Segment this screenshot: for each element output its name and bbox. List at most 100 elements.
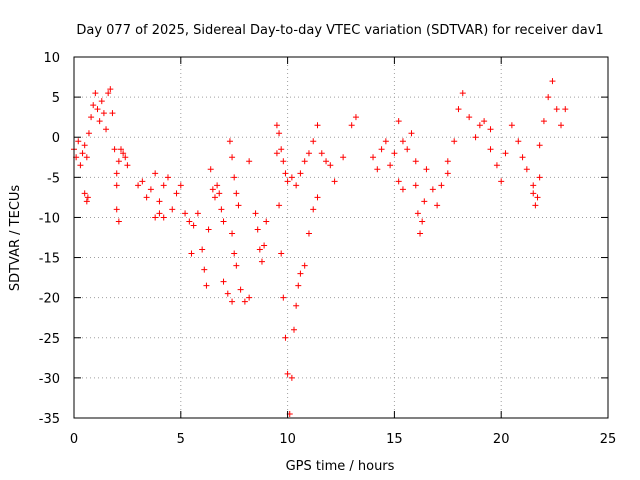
data-point xyxy=(438,182,445,189)
data-point xyxy=(96,118,103,125)
data-point xyxy=(530,190,537,197)
x-tick-label: 10 xyxy=(279,432,296,447)
data-point xyxy=(278,146,285,153)
data-point xyxy=(327,162,334,169)
data-point xyxy=(256,246,263,253)
data-point xyxy=(229,154,236,161)
data-point xyxy=(147,186,154,193)
data-point xyxy=(233,262,240,269)
data-point xyxy=(419,218,426,225)
data-point xyxy=(152,170,159,177)
data-point xyxy=(83,154,90,161)
data-point xyxy=(536,174,543,181)
data-point xyxy=(523,166,530,173)
data-point xyxy=(293,182,300,189)
y-tick-label: -10 xyxy=(39,211,60,226)
data-point xyxy=(391,150,398,157)
data-point xyxy=(414,210,421,217)
x-tick-label: 0 xyxy=(70,432,78,447)
data-point xyxy=(301,158,308,165)
data-point xyxy=(545,94,552,101)
data-point xyxy=(205,226,212,233)
data-point xyxy=(412,182,419,189)
data-point xyxy=(152,214,159,221)
data-point xyxy=(109,110,116,117)
data-point xyxy=(404,146,411,153)
data-point xyxy=(553,106,560,113)
data-point xyxy=(209,186,216,193)
data-point xyxy=(105,90,112,97)
data-point xyxy=(115,218,122,225)
data-point xyxy=(169,206,176,213)
data-point xyxy=(459,90,466,97)
data-point xyxy=(318,150,325,157)
data-point xyxy=(276,130,283,137)
y-axis-label: SDTVAR / TECUs xyxy=(8,185,23,292)
data-point xyxy=(231,250,238,257)
data-point xyxy=(408,130,415,137)
data-point xyxy=(207,166,214,173)
data-point xyxy=(310,138,317,145)
data-point xyxy=(301,262,308,269)
data-point xyxy=(188,250,195,257)
data-point xyxy=(252,210,259,217)
data-point xyxy=(481,118,488,125)
data-point xyxy=(352,114,359,121)
data-point xyxy=(214,182,221,189)
data-point xyxy=(229,230,236,237)
data-point xyxy=(124,162,131,169)
chart-title: Day 077 of 2025, Sidereal Day-to-day VTE… xyxy=(76,23,603,38)
data-point xyxy=(370,154,377,161)
data-point xyxy=(233,190,240,197)
data-point xyxy=(472,134,479,141)
data-point xyxy=(115,158,122,165)
y-tick-label: -35 xyxy=(39,412,60,427)
data-point xyxy=(288,374,295,381)
y-tick-label: -15 xyxy=(39,252,60,267)
data-point xyxy=(323,158,330,165)
data-point xyxy=(502,150,509,157)
data-point xyxy=(340,154,347,161)
data-point xyxy=(562,106,569,113)
data-point xyxy=(216,190,223,197)
data-point xyxy=(498,178,505,185)
data-point xyxy=(85,130,92,137)
data-point xyxy=(374,166,381,173)
y-tick-label: 0 xyxy=(52,131,60,146)
data-point xyxy=(111,146,118,153)
data-point xyxy=(455,106,462,113)
data-point xyxy=(263,218,270,225)
y-tick-label: -5 xyxy=(47,171,60,186)
data-point xyxy=(493,162,500,169)
data-point xyxy=(536,142,543,149)
data-point xyxy=(203,282,210,289)
data-point xyxy=(254,226,261,233)
data-point xyxy=(120,150,127,157)
data-point xyxy=(282,334,289,341)
data-point xyxy=(261,242,268,249)
data-point xyxy=(220,218,227,225)
data-point xyxy=(194,210,201,217)
data-point xyxy=(297,270,304,277)
data-point xyxy=(444,170,451,177)
data-point xyxy=(164,174,171,181)
data-point xyxy=(77,162,84,169)
data-point xyxy=(241,298,248,305)
data-point xyxy=(305,150,312,157)
y-tick-label: 10 xyxy=(43,51,60,66)
data-point xyxy=(173,190,180,197)
data-point xyxy=(412,158,419,165)
data-point xyxy=(378,146,385,153)
data-point xyxy=(314,122,321,129)
data-point xyxy=(276,202,283,209)
data-point xyxy=(88,114,95,121)
data-point xyxy=(81,142,88,149)
data-point xyxy=(421,198,428,205)
data-point xyxy=(182,210,189,217)
data-point xyxy=(387,162,394,169)
x-tick-label: 5 xyxy=(177,432,185,447)
data-point xyxy=(476,122,483,129)
data-point xyxy=(98,98,105,105)
